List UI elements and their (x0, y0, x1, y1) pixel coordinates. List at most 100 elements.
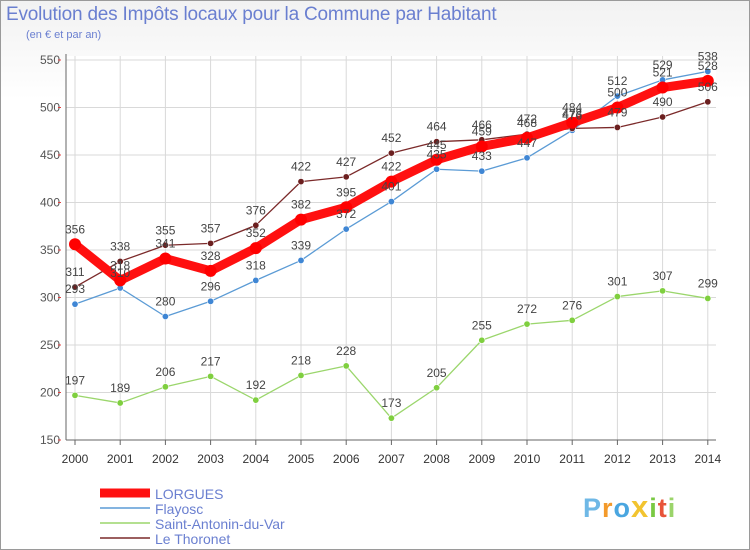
data-point-saint-antonin-du-var (297, 371, 305, 379)
data-label-lorgues: 500 (607, 86, 627, 100)
logo-letter: r (602, 493, 614, 523)
data-point-lorgues (114, 274, 127, 287)
data-point-lorgues (204, 264, 217, 277)
data-label-flayosc: 339 (291, 238, 311, 252)
data-label-le-thoronet: 478 (562, 106, 582, 120)
data-label-lorgues: 422 (381, 160, 401, 174)
data-point-lorgues (249, 242, 262, 255)
data-label-lorgues: 459 (472, 124, 492, 138)
data-point-flayosc (478, 167, 486, 175)
logo-letter: i (667, 493, 677, 523)
data-point-lorgues (611, 101, 624, 114)
data-label-lorgues: 528 (698, 59, 718, 73)
data-label-flayosc: 401 (381, 180, 401, 194)
data-point-le-thoronet (252, 221, 260, 229)
x-tick-label: 2001 (107, 452, 134, 466)
data-point-flayosc (71, 300, 79, 308)
data-point-le-thoronet (71, 283, 79, 291)
legend-label-saint-antonin-du-var: Saint-Antonin-du-Var (155, 516, 285, 532)
data-label-lorgues: 395 (336, 185, 356, 199)
x-tick-label: 2005 (288, 452, 315, 466)
y-tick-label: 400 (40, 196, 60, 210)
data-point-saint-antonin-du-var (704, 294, 712, 302)
data-point-flayosc (613, 92, 621, 100)
data-point-flayosc (523, 154, 531, 162)
data-label-saint-antonin-du-var: 206 (155, 365, 175, 379)
x-tick-label: 2007 (378, 452, 405, 466)
data-label-lorgues: 484 (562, 101, 582, 115)
data-label-le-thoronet: 506 (698, 80, 718, 94)
data-label-saint-antonin-du-var: 299 (698, 276, 718, 290)
data-point-le-thoronet (433, 138, 441, 146)
legend-label-lorgues: LORGUES (155, 486, 223, 502)
data-label-le-thoronet: 427 (336, 155, 356, 169)
data-point-le-thoronet (116, 257, 124, 265)
data-point-le-thoronet (342, 173, 350, 181)
data-label-flayosc: 476 (562, 108, 582, 122)
x-tick-label: 2011 (559, 452, 585, 466)
data-point-le-thoronet (297, 178, 305, 186)
proxiti-logo: Proxiti (583, 489, 676, 525)
data-label-le-thoronet: 422 (291, 160, 311, 174)
data-label-lorgues: 328 (201, 249, 221, 263)
legend-label-le-thoronet: Le Thoronet (155, 531, 230, 547)
data-point-saint-antonin-du-var (161, 383, 169, 391)
data-point-lorgues (69, 238, 81, 251)
data-label-saint-antonin-du-var: 217 (201, 354, 221, 368)
data-point-lorgues (430, 153, 443, 166)
data-label-lorgues: 521 (653, 66, 673, 80)
data-label-saint-antonin-du-var: 255 (472, 318, 492, 332)
data-label-le-thoronet: 472 (517, 112, 537, 126)
x-tick-label: 2013 (649, 452, 676, 466)
data-point-lorgues (701, 74, 714, 87)
data-label-flayosc: 310 (110, 266, 130, 280)
data-label-lorgues: 382 (291, 198, 311, 212)
logo-letter: i (649, 493, 658, 523)
data-label-lorgues: 352 (246, 226, 266, 240)
data-point-le-thoronet (704, 98, 712, 106)
data-point-saint-antonin-du-var (387, 414, 395, 422)
data-label-saint-antonin-du-var: 307 (653, 269, 673, 283)
data-label-lorgues: 341 (155, 237, 175, 251)
y-tick-label: 150 (40, 433, 60, 447)
data-point-saint-antonin-du-var (116, 399, 124, 407)
data-label-flayosc: 293 (65, 282, 85, 296)
data-label-lorgues: 356 (65, 222, 85, 236)
data-label-saint-antonin-du-var: 218 (291, 353, 311, 367)
chart-subtitle: (en € et par an) (26, 29, 102, 41)
x-tick-label: 2002 (152, 452, 179, 466)
data-point-lorgues (159, 252, 172, 265)
data-label-saint-antonin-du-var: 205 (427, 366, 447, 380)
data-label-flayosc: 296 (201, 279, 221, 293)
data-label-le-thoronet: 464 (427, 120, 447, 134)
y-tick-label: 550 (40, 53, 60, 67)
data-point-saint-antonin-du-var (71, 391, 79, 399)
y-tick-label: 350 (40, 243, 60, 257)
logo-letter: o (613, 493, 632, 523)
data-label-flayosc: 433 (472, 149, 492, 163)
data-label-saint-antonin-du-var: 272 (517, 302, 537, 316)
chart-title: Evolution des Impôts locaux pour la Comm… (6, 4, 497, 25)
data-label-saint-antonin-du-var: 192 (246, 378, 266, 392)
data-point-flayosc (704, 67, 712, 75)
data-label-le-thoronet: 376 (246, 203, 266, 217)
data-label-flayosc: 538 (698, 49, 718, 63)
x-tick-label: 2008 (423, 452, 450, 466)
data-point-flayosc (433, 165, 441, 173)
data-point-lorgues (521, 131, 533, 144)
y-tick-label: 250 (40, 338, 60, 352)
x-tick-label: 2003 (197, 452, 224, 466)
data-point-lorgues (340, 201, 353, 214)
logo-letter: x (631, 489, 650, 524)
x-tick-label: 2000 (62, 452, 89, 466)
data-point-lorgues (566, 116, 579, 129)
x-tick-label: 2006 (333, 452, 360, 466)
data-label-saint-antonin-du-var: 197 (65, 373, 85, 387)
data-label-le-thoronet: 338 (110, 239, 130, 253)
data-point-saint-antonin-du-var (523, 320, 531, 328)
data-label-saint-antonin-du-var: 228 (336, 344, 356, 358)
data-point-lorgues (656, 81, 669, 94)
logo-letter: P (583, 493, 603, 523)
data-label-le-thoronet: 490 (653, 95, 673, 109)
